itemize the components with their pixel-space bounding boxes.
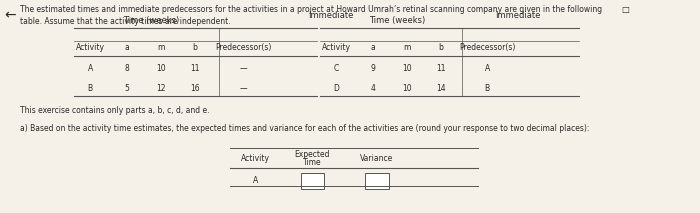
Text: a: a: [125, 43, 130, 52]
Text: C: C: [334, 65, 339, 73]
Text: Predecessor(s): Predecessor(s): [216, 43, 272, 52]
Text: B: B: [484, 85, 490, 94]
Text: Activity: Activity: [241, 154, 270, 163]
Text: 8: 8: [125, 65, 130, 73]
Text: 12: 12: [156, 85, 166, 94]
Text: 9: 9: [371, 65, 376, 73]
Text: ←: ←: [5, 8, 16, 22]
Text: 11: 11: [436, 65, 446, 73]
Text: —: —: [239, 85, 247, 94]
Text: The estimated times and immediate predecessors for the activities in a project a: The estimated times and immediate predec…: [20, 5, 602, 14]
Text: Predecessor(s): Predecessor(s): [459, 43, 515, 52]
FancyBboxPatch shape: [300, 173, 324, 189]
Text: 10: 10: [402, 85, 412, 94]
Text: m: m: [157, 43, 164, 52]
Text: Time: Time: [303, 158, 322, 167]
Text: Activity: Activity: [76, 43, 104, 52]
Text: D: D: [333, 85, 340, 94]
Text: table. Assume that the activity times are independent.: table. Assume that the activity times ar…: [20, 17, 231, 26]
Text: 10: 10: [402, 65, 412, 73]
Text: □: □: [622, 5, 629, 14]
Text: 10: 10: [156, 65, 166, 73]
Text: Immediate: Immediate: [495, 11, 540, 20]
Text: a: a: [371, 43, 375, 52]
Text: A: A: [88, 65, 92, 73]
Text: 14: 14: [436, 85, 446, 94]
Text: Expected: Expected: [295, 150, 330, 159]
Text: —: —: [239, 65, 247, 73]
FancyBboxPatch shape: [365, 173, 388, 189]
Text: m: m: [403, 43, 411, 52]
Text: Activity: Activity: [322, 43, 351, 52]
Text: 16: 16: [190, 85, 200, 94]
Text: Time (weeks): Time (weeks): [370, 16, 426, 25]
Text: b: b: [439, 43, 444, 52]
Text: b: b: [193, 43, 197, 52]
Text: B: B: [88, 85, 92, 94]
Text: 5: 5: [125, 85, 130, 94]
Text: A: A: [484, 65, 490, 73]
Text: Immediate: Immediate: [308, 11, 354, 20]
Text: Time (weeks): Time (weeks): [123, 16, 180, 25]
Text: a) Based on the activity time estimates, the expected times and variance for eac: a) Based on the activity time estimates,…: [20, 124, 589, 133]
Text: This exercise contains only parts a, b, c, d, and e.: This exercise contains only parts a, b, …: [20, 106, 210, 115]
Text: Variance: Variance: [360, 154, 393, 163]
Text: 4: 4: [371, 85, 376, 94]
Text: A: A: [253, 177, 258, 186]
Text: 11: 11: [190, 65, 199, 73]
